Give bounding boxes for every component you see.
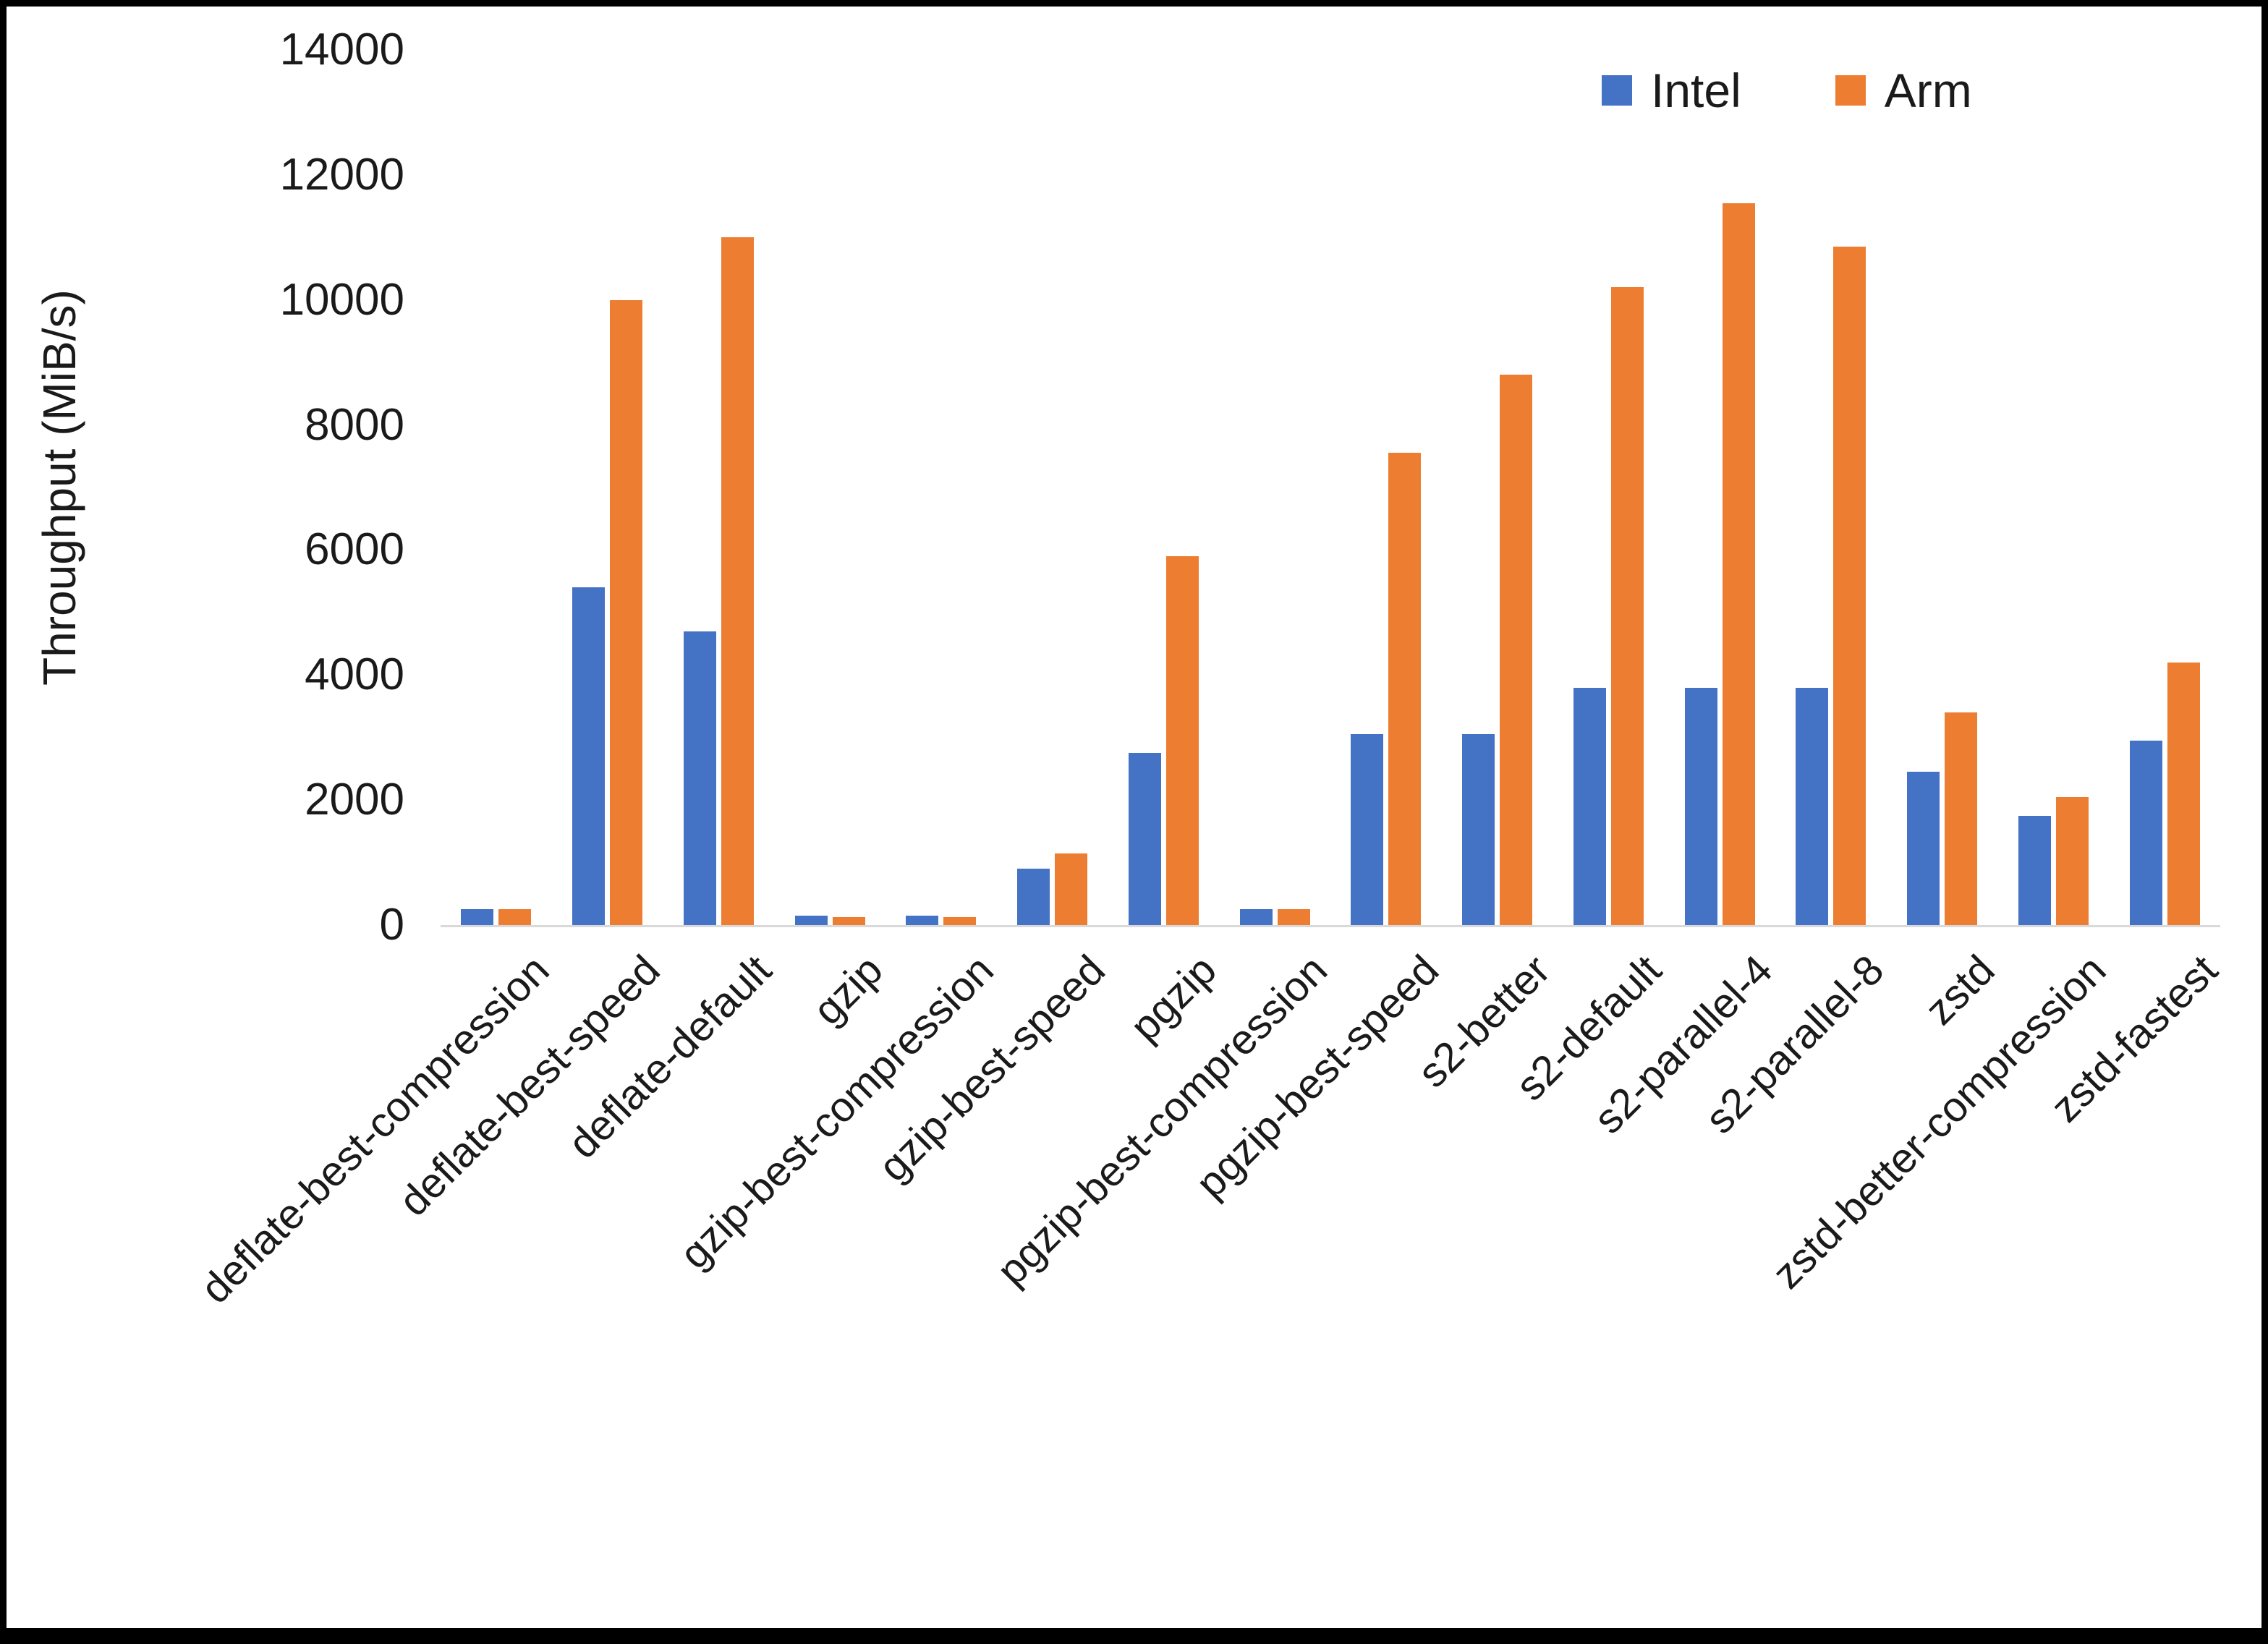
- bar-group: [1664, 50, 1775, 925]
- bar-group: [441, 50, 552, 925]
- bar-group: [885, 50, 997, 925]
- legend-item-arm: Arm: [1835, 63, 1972, 118]
- bar-intel: [1351, 734, 1384, 925]
- bar-group: [1998, 50, 2110, 925]
- x-axis-category-label: pgzip-best-compression: [988, 946, 1337, 1295]
- bar-intel: [1907, 772, 1940, 925]
- bar-intel: [906, 916, 939, 925]
- bar-group: [2109, 50, 2220, 925]
- x-axis-category-label: zstd-better-compression: [1763, 946, 2115, 1298]
- bar-group: [663, 50, 775, 925]
- bar-arm: [1277, 909, 1310, 925]
- y-axis-tick-label: 2000: [305, 775, 404, 825]
- x-axis-category-label: gzip: [804, 946, 892, 1034]
- bar-intel: [794, 916, 828, 925]
- x-axis-category-label: zstd: [1916, 946, 2004, 1034]
- bar-arm: [1388, 453, 1422, 925]
- y-axis-title: Throughput (MiB/s): [20, 50, 99, 925]
- x-axis-category-label: deflate-best-speed: [390, 946, 669, 1225]
- bar-group: [1887, 50, 1998, 925]
- bar-arm: [610, 299, 643, 925]
- x-axis-category-label: s2-default: [1506, 946, 1670, 1110]
- bar-group: [997, 50, 1108, 925]
- bar-arm: [943, 916, 977, 925]
- bar-group: [774, 50, 885, 925]
- arm-series-marker-icon: [1835, 75, 1866, 106]
- bar-intel: [1017, 869, 1050, 925]
- bar-arm: [1055, 853, 1088, 925]
- bar-arm: [1945, 712, 1978, 925]
- bar-arm: [2055, 796, 2089, 925]
- bar-group: [552, 50, 663, 925]
- legend: Intel Arm: [1602, 63, 1972, 118]
- bar-group: [1775, 50, 1887, 925]
- bar-intel: [1462, 734, 1495, 925]
- x-axis-category-label: s2-better: [1409, 946, 1559, 1097]
- y-axis-tick-label: 8000: [305, 399, 404, 450]
- bar-intel: [461, 909, 494, 925]
- y-axis-tick-label: 4000: [305, 649, 404, 700]
- x-axis-category-label: pgzip: [1121, 946, 1226, 1051]
- x-axis-category-label: pgzip-best-speed: [1186, 946, 1448, 1207]
- intel-series-marker-icon: [1602, 75, 1632, 106]
- bar-group: [1553, 50, 1665, 925]
- x-axis-category-label: s2-parallel-8: [1696, 946, 1893, 1143]
- plot-area: [441, 50, 2220, 927]
- bar-arm: [721, 237, 754, 925]
- x-axis-category-label: s2-parallel-4: [1584, 946, 1782, 1143]
- bar-intel: [1573, 687, 1606, 925]
- y-axis-tick-label: 10000: [279, 274, 404, 325]
- x-axis-category-label: gzip-best-compression: [671, 946, 1003, 1278]
- bar-arm: [1610, 287, 1644, 925]
- bar-intel: [1684, 687, 1717, 925]
- bar-arm: [1165, 556, 1199, 925]
- bar-arm: [832, 916, 865, 925]
- x-axis-category-label: gzip-best-speed: [870, 946, 1114, 1191]
- bar-group: [1108, 50, 1220, 925]
- x-axis-category-label: zstd-fastest: [2041, 946, 2227, 1131]
- y-axis-tick-label: 14000: [279, 25, 404, 74]
- bar-group: [1442, 50, 1553, 925]
- legend-label-intel: Intel: [1651, 64, 1741, 117]
- bar-intel: [683, 631, 716, 925]
- bar-arm: [2167, 663, 2200, 925]
- legend-label-arm: Arm: [1884, 64, 1972, 117]
- bar-intel: [2018, 815, 2051, 925]
- bar-arm: [1722, 203, 1755, 925]
- y-axis-tick-label: 12000: [279, 149, 404, 200]
- bar-intel: [1796, 687, 1829, 925]
- legend-item-intel: Intel: [1602, 63, 1741, 118]
- bar-intel: [1128, 753, 1161, 925]
- y-axis-title-text: Throughput (MiB/s): [33, 289, 85, 686]
- bar-intel: [2129, 741, 2162, 925]
- bar-group: [1330, 50, 1442, 925]
- x-axis-category-label: deflate-best-compression: [191, 946, 558, 1313]
- bar-arm: [498, 909, 532, 925]
- bar-intel: [1239, 909, 1273, 925]
- bar-intel: [572, 587, 606, 925]
- y-axis-tick-label: 6000: [305, 524, 404, 575]
- y-axis-tick-label: 0: [379, 900, 404, 950]
- bar-arm: [1500, 375, 1533, 925]
- bar-arm: [1833, 247, 1866, 925]
- bar-group: [1219, 50, 1330, 925]
- x-axis-category-label: deflate-default: [558, 946, 781, 1168]
